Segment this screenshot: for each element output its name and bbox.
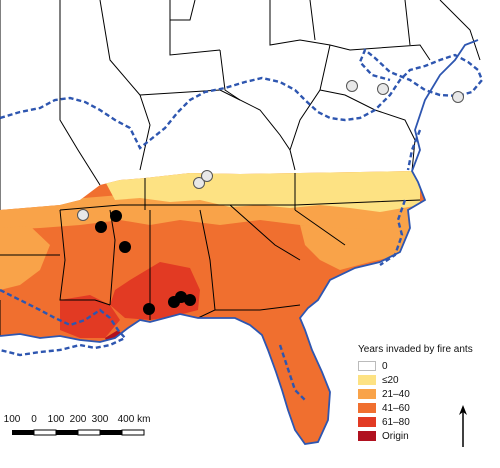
legend-label: ≤20 — [382, 374, 399, 386]
scale-tick-label: 100 — [47, 414, 65, 425]
sample-site — [201, 170, 213, 182]
scale-segment — [121, 429, 145, 436]
zone-21-40-west — [0, 226, 50, 290]
scale-segment — [77, 429, 101, 436]
sample-site — [95, 221, 107, 233]
legend-item: 61–80 — [358, 415, 498, 429]
legend-swatch — [358, 375, 376, 385]
scale-tick-label: 200 — [69, 414, 87, 425]
coastline — [0, 39, 479, 445]
legend-title: Years invaded by fire ants — [358, 344, 473, 355]
legend-label: 41–60 — [382, 402, 410, 414]
legend-swatch — [358, 417, 376, 427]
legend: Years invaded by fire ants 0 ≤20 21–40 41–6… — [358, 344, 498, 443]
zone-le20 — [100, 171, 420, 212]
scale-tick-label: 400 km — [117, 414, 151, 425]
legend-swatch — [358, 403, 376, 413]
sample-site — [184, 294, 196, 306]
sample-site — [193, 177, 205, 189]
black-sample-sites — [95, 210, 196, 315]
scale-segment — [33, 429, 57, 436]
sample-site — [119, 241, 131, 253]
scale-tick-label: 300 — [91, 414, 109, 425]
legend-swatch — [358, 361, 376, 371]
legend-label: Origin — [382, 430, 409, 442]
scale-segment — [12, 430, 34, 435]
scale-tick-label: 0 — [31, 414, 37, 425]
sample-site — [77, 209, 89, 221]
scale-bar: 100 0 100 200 300 400 km — [4, 414, 208, 454]
white-sample-sites — [77, 80, 464, 221]
legend-item: 41–60 — [358, 401, 498, 415]
north-arrow-icon — [459, 405, 467, 447]
legend-item: ≤20 — [358, 373, 498, 387]
legend-label: 21–40 — [382, 388, 410, 400]
legend-item: Origin — [358, 429, 498, 443]
sample-site — [452, 91, 464, 103]
legend-label: 0 — [382, 360, 388, 372]
zone-21-40-east — [300, 225, 410, 270]
legend-swatch — [358, 431, 376, 441]
predicted-range-line — [0, 48, 484, 401]
scale-tick-label: 100 — [3, 414, 21, 425]
sample-site — [110, 210, 122, 222]
sample-site — [346, 80, 358, 92]
scale-segment — [100, 430, 122, 435]
sample-site — [377, 83, 389, 95]
legend-label: 61–80 — [382, 416, 410, 428]
legend-item: 21–40 — [358, 387, 498, 401]
sample-site — [143, 303, 155, 315]
scale-segment — [56, 430, 78, 435]
legend-item: 0 — [358, 359, 498, 373]
state-boundaries — [0, 0, 481, 336]
legend-swatch — [358, 389, 376, 399]
